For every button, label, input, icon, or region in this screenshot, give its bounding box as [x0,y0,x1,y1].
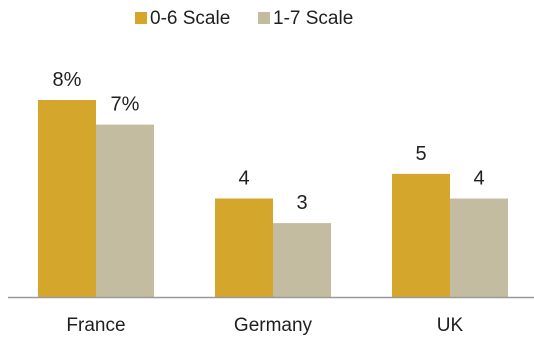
x-tick-label-germany: Germany [234,315,313,336]
data-label-france-series-2: 7% [111,94,140,116]
bar-uk-series-1 [392,173,450,297]
legend-label-1: 0-6 Scale [150,8,230,29]
data-label-germany-series-2: 3 [296,192,307,214]
bar-germany-series-2 [273,223,331,297]
bar-germany-series-1 [215,198,273,297]
x-tick-label-uk: UK [437,315,464,336]
bars [38,100,508,297]
legend-swatch-2 [258,12,270,24]
data-label-uk-series-2: 4 [473,168,484,190]
bar-uk-series-2 [450,198,508,297]
x-tick-labels: France Germany UK [66,315,463,336]
data-label-germany-series-1: 4 [238,168,249,190]
x-tick-label-france: France [66,315,125,336]
data-label-france-series-1: 8% [53,69,82,91]
data-labels: 8% 7% 4 3 5 4 [53,69,485,214]
legend: 0-6 Scale 1-7 Scale [135,8,353,29]
bar-france-series-2 [96,124,154,297]
legend-label-2: 1-7 Scale [273,8,353,29]
bar-france-series-1 [38,100,96,297]
legend-swatch-1 [135,12,147,24]
data-label-uk-series-1: 5 [415,143,426,165]
